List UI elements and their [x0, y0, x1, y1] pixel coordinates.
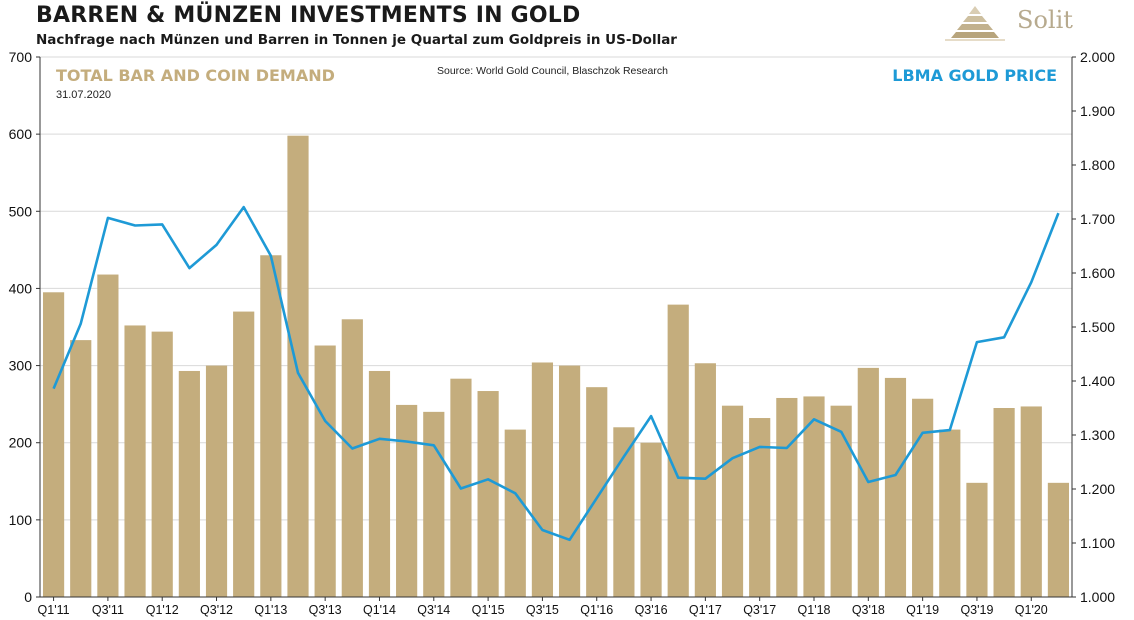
solit-logo: Solit [935, 4, 1115, 44]
demand-bar [803, 396, 825, 597]
right-tick-label: 1.000 [1080, 589, 1115, 605]
demand-bar [178, 370, 200, 597]
x-tick-label: Q3'16 [635, 603, 668, 617]
demand-bar [558, 365, 581, 597]
demand-bar [287, 135, 309, 597]
demand-bar [721, 405, 744, 597]
left-tick-label: 300 [9, 358, 33, 374]
left-tick-label: 400 [9, 280, 33, 296]
date-label: 31.07.2020 [56, 89, 112, 101]
chart-subtitle: Nachfrage nach Münzen und Barren in Tonn… [36, 32, 677, 48]
x-tick-label: Q1'13 [254, 603, 287, 617]
x-tick-label: Q3'18 [852, 603, 885, 617]
demand-bar [477, 391, 499, 597]
source-label: Source: World Gold Council, Blaschzok Re… [437, 65, 668, 77]
demand-bar [694, 363, 716, 597]
demand-bar [423, 411, 445, 597]
x-tick-label: Q1'18 [798, 603, 831, 617]
x-tick-label: Q3'14 [417, 603, 450, 617]
demand-bar [667, 304, 689, 597]
demand-bar [504, 429, 526, 597]
x-axis-ticks: Q1'11 Q3'11 Q1'12 Q3'12 Q1'13 Q3'13 Q1'14 Q3'14… [38, 597, 1048, 617]
left-axis-ticks: 0 100 200 300 400 500 600 700 [9, 49, 40, 605]
right-axis-ticks: 1.000 1.100 1.200 1.300 1.400 1.500 1.600 1.700… [1072, 49, 1115, 605]
left-tick-label: 600 [9, 126, 33, 142]
demand-bar [314, 345, 336, 597]
demand-bar [912, 398, 934, 597]
demand-bar [993, 408, 1015, 597]
x-tick-label: Q3'17 [743, 603, 776, 617]
x-tick-label: Q1'12 [146, 603, 179, 617]
demand-bar [640, 442, 662, 597]
demand-bar [151, 331, 173, 597]
right-tick-label: 1.500 [1080, 319, 1115, 335]
x-tick-label: Q3'13 [309, 603, 342, 617]
left-tick-label: 700 [9, 49, 33, 65]
x-tick-label: Q1'11 [38, 603, 70, 617]
x-tick-label: Q1'15 [472, 603, 505, 617]
x-tick-label: Q3'15 [526, 603, 559, 617]
gold-price-line [52, 205, 1060, 542]
demand-bar [1047, 482, 1070, 597]
right-tick-label: 1.700 [1080, 211, 1115, 227]
x-tick-label: Q3'19 [960, 603, 993, 617]
right-tick-label: 1.600 [1080, 265, 1115, 281]
x-tick-label: Q1'17 [689, 603, 722, 617]
demand-bar [531, 362, 554, 597]
chart-title: BARREN & MÜNZEN INVESTMENTS IN GOLD [36, 3, 581, 28]
x-tick-label: Q1'16 [580, 603, 613, 617]
left-tick-label: 500 [9, 203, 33, 219]
demand-bar [613, 427, 635, 597]
demand-bar [97, 274, 119, 597]
x-tick-label: Q1'19 [906, 603, 939, 617]
demand-bar [260, 255, 282, 597]
left-tick-label: 0 [24, 589, 32, 605]
demand-bar [1020, 406, 1042, 597]
demand-bar [124, 325, 146, 597]
x-tick-label: Q3'11 [92, 603, 124, 617]
right-tick-label: 1.900 [1080, 103, 1115, 119]
pyramid-logo-icon [945, 6, 1005, 41]
left-tick-label: 200 [9, 435, 33, 451]
demand-bar [830, 405, 852, 597]
gold-price-series-line [52, 205, 1060, 542]
right-tick-label: 1.400 [1080, 373, 1115, 389]
right-tick-label: 1.200 [1080, 481, 1115, 497]
x-tick-label: Q1'14 [363, 603, 396, 617]
demand-bar [341, 319, 363, 597]
x-tick-label: Q3'12 [200, 603, 233, 617]
demand-bar [368, 370, 391, 597]
demand-bars [42, 135, 1070, 597]
demand-bar [749, 418, 771, 597]
x-tick-label: Q1'20 [1015, 603, 1048, 617]
demand-bar [776, 397, 798, 597]
demand-bar [396, 404, 418, 597]
demand-bar [884, 377, 907, 597]
demand-bar [966, 482, 988, 597]
left-tick-label: 100 [9, 512, 33, 528]
right-tick-label: 2.000 [1080, 49, 1115, 65]
demand-bar [205, 365, 228, 597]
legend-demand: TOTAL BAR AND COIN DEMAND [56, 66, 335, 85]
right-tick-label: 1.300 [1080, 427, 1115, 443]
demand-bar [939, 429, 961, 597]
demand-bar [233, 311, 255, 597]
right-tick-label: 1.800 [1080, 157, 1115, 173]
demand-bar [42, 292, 65, 597]
right-tick-label: 1.100 [1080, 535, 1115, 551]
demand-bar [586, 387, 608, 597]
logo-text: Solit [1017, 6, 1073, 34]
demand-bar [70, 340, 92, 597]
legend-gold-price: LBMA GOLD PRICE [892, 66, 1057, 85]
